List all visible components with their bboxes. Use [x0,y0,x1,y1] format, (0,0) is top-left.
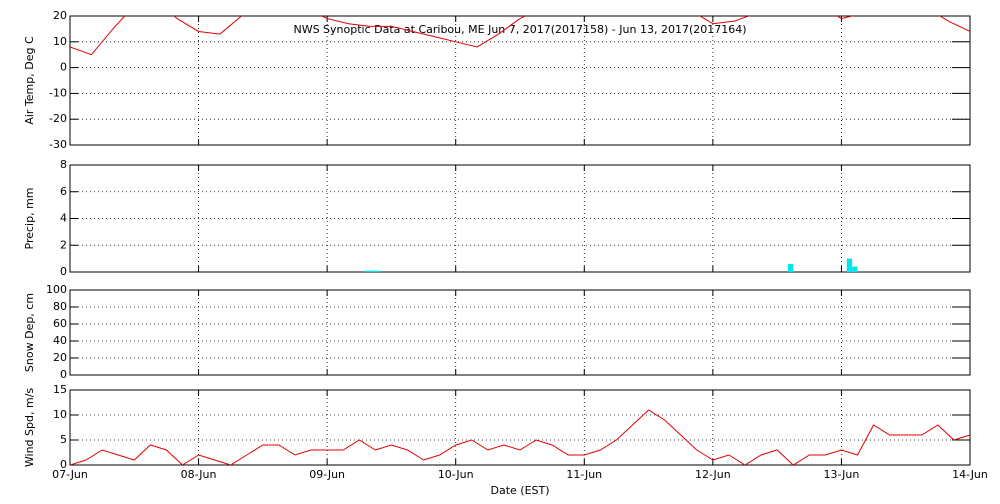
y-tick-label: 8 [60,158,67,171]
y-axis-label: Air Temp, Deg C [23,36,36,125]
data-line [70,16,970,56]
x-tick-label: 10-Jun [438,468,474,481]
y-tick-label: 6 [60,185,67,198]
y-tick-label: 100 [46,283,67,296]
y-tick-label: 0 [60,368,67,381]
bar [846,258,853,272]
y-tick-label: 20 [53,9,67,22]
bar [787,263,794,272]
x-tick-label: 12-Jun [695,468,731,481]
panel-frame [69,289,971,376]
y-tick-label: -10 [49,86,67,99]
x-tick-label: 11-Jun [566,468,602,481]
x-tick-label: 08-Jun [181,468,217,481]
y-axis-label: Precip, mm [23,188,36,250]
y-tick-label: 10 [53,35,67,48]
panel-frame [69,389,971,466]
y-tick-label: 10 [53,408,67,421]
x-tick-label: 13-Jun [824,468,860,481]
x-tick-label: 09-Jun [309,468,345,481]
y-tick-label: 15 [53,383,67,396]
y-tick-label: 80 [53,300,67,313]
y-tick-label: 4 [60,212,67,225]
y-tick-label: 60 [53,317,67,330]
bar [364,270,370,272]
y-axis-label: Snow Dep, cm [23,293,36,372]
x-axis-label: Date (EST) [490,484,549,497]
x-tick-label: 14-Jun [952,468,988,481]
y-axis-label: Wind Spd, m/s [23,388,36,468]
y-tick-label: 5 [60,433,67,446]
y-tick-label: 2 [60,238,67,251]
bar [375,270,381,272]
y-tick-label: 0 [60,458,67,471]
data-line [70,409,970,465]
y-tick-label: -30 [49,138,67,151]
y-tick-label: -20 [49,112,67,125]
y-tick-label: 0 [60,265,67,278]
x-tick-label: 07-Jun [52,468,88,481]
y-tick-label: 0 [60,61,67,74]
bar [852,266,858,272]
y-tick-label: 40 [53,334,67,347]
bar [370,270,376,272]
chart-title: NWS Synoptic Data at Caribou, ME Jun 7, … [293,23,746,36]
y-tick-label: 20 [53,351,67,364]
